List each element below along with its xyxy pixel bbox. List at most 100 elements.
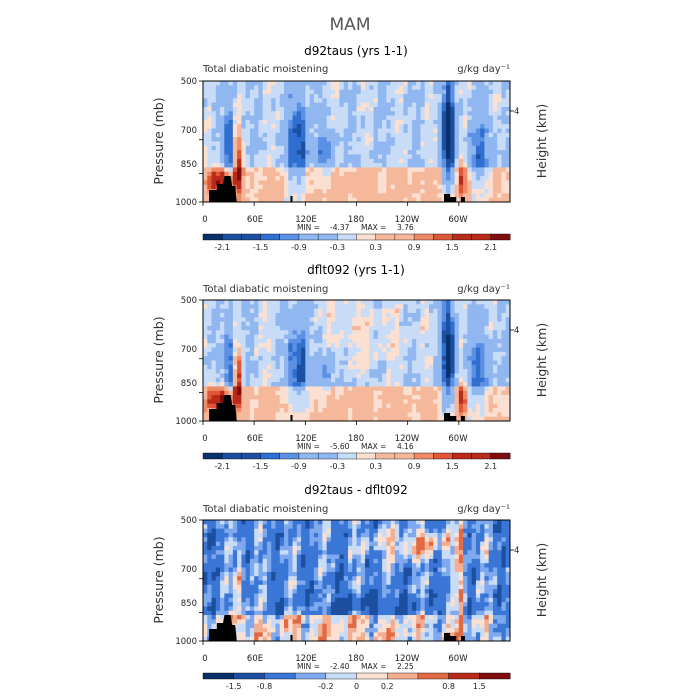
heatmap-cell	[220, 390, 225, 396]
heatmap-cell	[505, 150, 511, 155]
heatmap-cell	[292, 545, 298, 551]
heatmap-cell	[467, 343, 472, 348]
heatmap-cell	[279, 386, 285, 392]
heatmap-cell	[318, 150, 323, 155]
heatmap-cell	[365, 343, 370, 348]
heatmap-cell	[301, 197, 306, 203]
heatmap-cell	[505, 369, 511, 374]
heatmap-cell	[309, 102, 315, 108]
heatmap-cell	[480, 524, 485, 529]
heatmap-cell	[228, 520, 234, 525]
heatmap-cell	[497, 416, 502, 422]
heatmap-cell	[446, 184, 451, 190]
heatmap-cell	[258, 395, 264, 400]
heatmap-cell	[266, 119, 272, 125]
heatmap-cell	[416, 124, 421, 129]
heatmap-cell	[207, 382, 212, 387]
heatmap-cell	[390, 132, 396, 138]
heatmap-cell	[262, 137, 268, 142]
heatmap-cell	[224, 132, 229, 138]
heatmap-cell	[382, 167, 387, 173]
heatmap-cell	[313, 325, 319, 331]
heatmap-cell	[335, 563, 340, 568]
heatmap-cell	[377, 312, 383, 318]
heatmap-cell	[463, 537, 468, 542]
heatmap-cell	[471, 98, 477, 103]
heatmap-cell	[501, 325, 507, 331]
heatmap-cell	[369, 347, 374, 353]
heatmap-cell	[403, 119, 409, 125]
heatmap-cell	[215, 89, 221, 95]
heatmap-cell	[446, 395, 451, 400]
heatmap-cell	[339, 532, 345, 538]
heatmap-cell	[228, 154, 234, 160]
heatmap-cell	[463, 550, 468, 555]
heatmap-cell	[407, 132, 413, 138]
heatmap-cell	[266, 163, 272, 168]
heatmap-cell	[424, 403, 430, 409]
heatmap-cell	[407, 334, 413, 340]
heatmap-cell	[411, 300, 417, 305]
heatmap-cell	[207, 89, 212, 95]
heatmap-cell	[275, 304, 281, 309]
heatmap-cell	[292, 343, 298, 348]
heatmap-cell	[262, 395, 268, 400]
heatmap-cell	[313, 93, 319, 99]
heatmap-cell	[262, 119, 268, 125]
heatmap-cell	[356, 81, 362, 86]
heatmap-cell	[501, 351, 507, 357]
heatmap-cell	[360, 403, 366, 409]
heatmap-cell	[454, 343, 460, 348]
heatmap-cell	[433, 524, 438, 529]
heatmap-cell	[399, 343, 404, 348]
heatmap-cell	[373, 137, 379, 142]
colorbar-label: -1.5	[253, 243, 269, 252]
heatmap-cell	[318, 132, 323, 138]
heatmap-cell	[467, 386, 472, 392]
heatmap-cell	[275, 351, 281, 357]
heatmap-cell	[271, 330, 276, 335]
heatmap-cell	[492, 416, 498, 422]
heatmap-cell	[220, 386, 225, 392]
heatmap-cell	[301, 416, 306, 422]
heatmap-cell	[411, 106, 417, 112]
heatmap-cell	[356, 541, 362, 547]
colorbar-label: 0.9	[408, 462, 421, 471]
heatmap-cell	[318, 537, 323, 542]
heatmap-cell	[501, 102, 507, 108]
heatmap-cell	[420, 197, 426, 203]
heatmap-cell	[360, 545, 366, 551]
heatmap-cell	[275, 163, 281, 168]
heatmap-cell	[467, 416, 472, 422]
heatmap-cell	[347, 89, 353, 95]
heatmap-cell	[450, 312, 455, 318]
heatmap-cell	[279, 132, 285, 138]
heatmap-cell	[245, 128, 251, 134]
heatmap-cell	[488, 382, 494, 387]
heatmap-cell	[360, 520, 366, 525]
heatmap-cell	[288, 330, 293, 335]
heatmap-cell	[335, 330, 340, 335]
heatmap-cell	[441, 312, 447, 318]
heatmap-cell	[326, 150, 332, 155]
heatmap-cell	[454, 403, 460, 409]
heatmap-cell	[313, 343, 319, 348]
heatmap-cell	[454, 145, 460, 151]
heatmap-cell	[433, 304, 438, 309]
panel-units: g/kg day⁻¹	[457, 504, 510, 515]
heatmap-cell	[411, 382, 417, 387]
heatmap-cell	[450, 343, 455, 348]
heatmap-cell	[373, 364, 379, 370]
heatmap-cell	[454, 416, 460, 422]
heatmap-cell	[249, 193, 255, 199]
heatmap-cell	[377, 347, 383, 353]
heatmap-cell	[220, 377, 225, 383]
heatmap-cell	[224, 128, 229, 134]
heatmap-cell	[262, 537, 268, 542]
heatmap-cell	[360, 180, 366, 186]
heatmap-cell	[339, 111, 345, 116]
heatmap-cell	[433, 167, 438, 173]
heatmap-cell	[458, 184, 464, 190]
heatmap-cell	[330, 554, 336, 560]
heatmap-cell	[360, 360, 366, 366]
